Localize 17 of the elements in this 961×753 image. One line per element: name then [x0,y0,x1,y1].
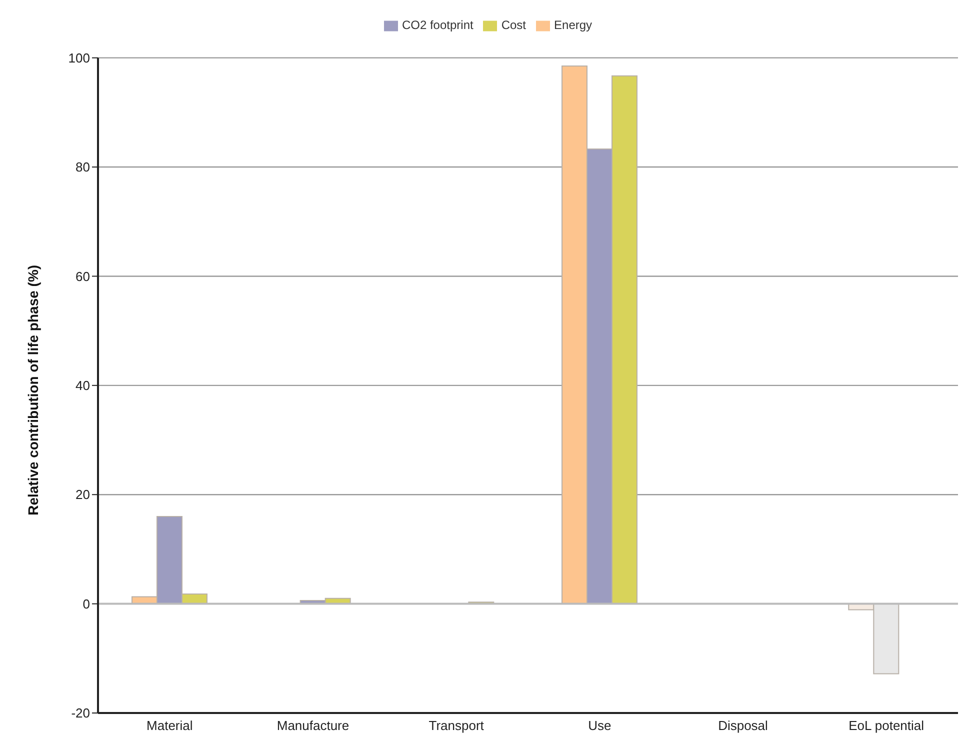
y-tick-label: 0 [82,596,90,612]
y-axis-title: Relative contribution of life phase (%) [24,264,41,516]
x-tick-label: Transport [428,718,484,734]
x-tick-label: Material [146,718,193,734]
x-tick-label: Disposal [718,718,768,734]
legend-label: Cost [501,18,526,32]
legend-label: CO2 footprint [402,18,474,32]
y-tick-label: 20 [76,487,90,502]
y-tick-label: -20 [71,706,90,721]
x-tick-label: EoL potential [848,718,924,734]
x-tick-label: Use [588,718,612,734]
x-tick-label: Manufacture [276,718,350,734]
y-tick-label: 100 [68,50,90,66]
y-tick-label: 40 [76,378,90,394]
y-tick-label: 80 [76,160,90,175]
legend-label: Energy [554,18,592,32]
y-tick-label: 60 [76,268,90,284]
